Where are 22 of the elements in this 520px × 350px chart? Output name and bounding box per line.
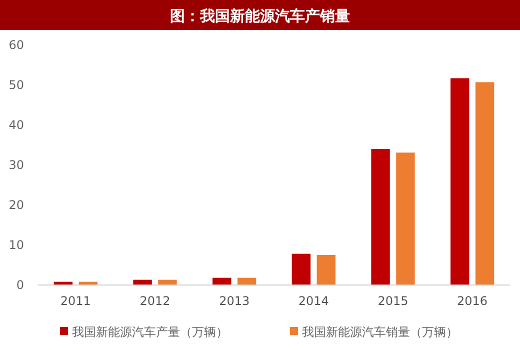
x-tick-label: 2012 (140, 294, 170, 308)
bar (450, 78, 470, 285)
x-tick-label: 2011 (60, 294, 91, 308)
x-tick-label: 2014 (298, 294, 329, 308)
legend-label: 我国新能源汽车产量（万辆） (72, 325, 228, 340)
y-tick-label: 10 (8, 238, 24, 252)
x-tick-label: 2016 (457, 294, 488, 308)
y-tick-label: 30 (8, 158, 24, 172)
y-tick-label: 60 (8, 38, 24, 52)
chart-title: 图：我国新能源汽车产销量 (170, 7, 350, 25)
bar (475, 82, 494, 285)
bar (292, 254, 311, 285)
y-tick-label: 0 (16, 278, 24, 292)
y-tick-label: 20 (8, 198, 24, 212)
bar (316, 255, 336, 285)
legend-label: 我国新能源汽车销量（万辆） (302, 325, 458, 340)
bar (396, 152, 415, 285)
x-tick-label: 2013 (219, 294, 250, 308)
x-tick-label: 2015 (378, 294, 408, 308)
bar (371, 149, 390, 285)
y-tick-label: 40 (8, 118, 24, 132)
y-tick-label: 50 (8, 78, 24, 92)
